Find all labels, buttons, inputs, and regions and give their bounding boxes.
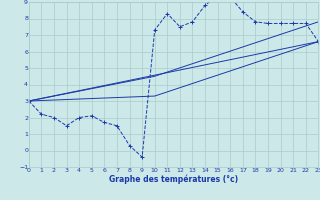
X-axis label: Graphe des températures (°c): Graphe des températures (°c) [109,174,238,184]
